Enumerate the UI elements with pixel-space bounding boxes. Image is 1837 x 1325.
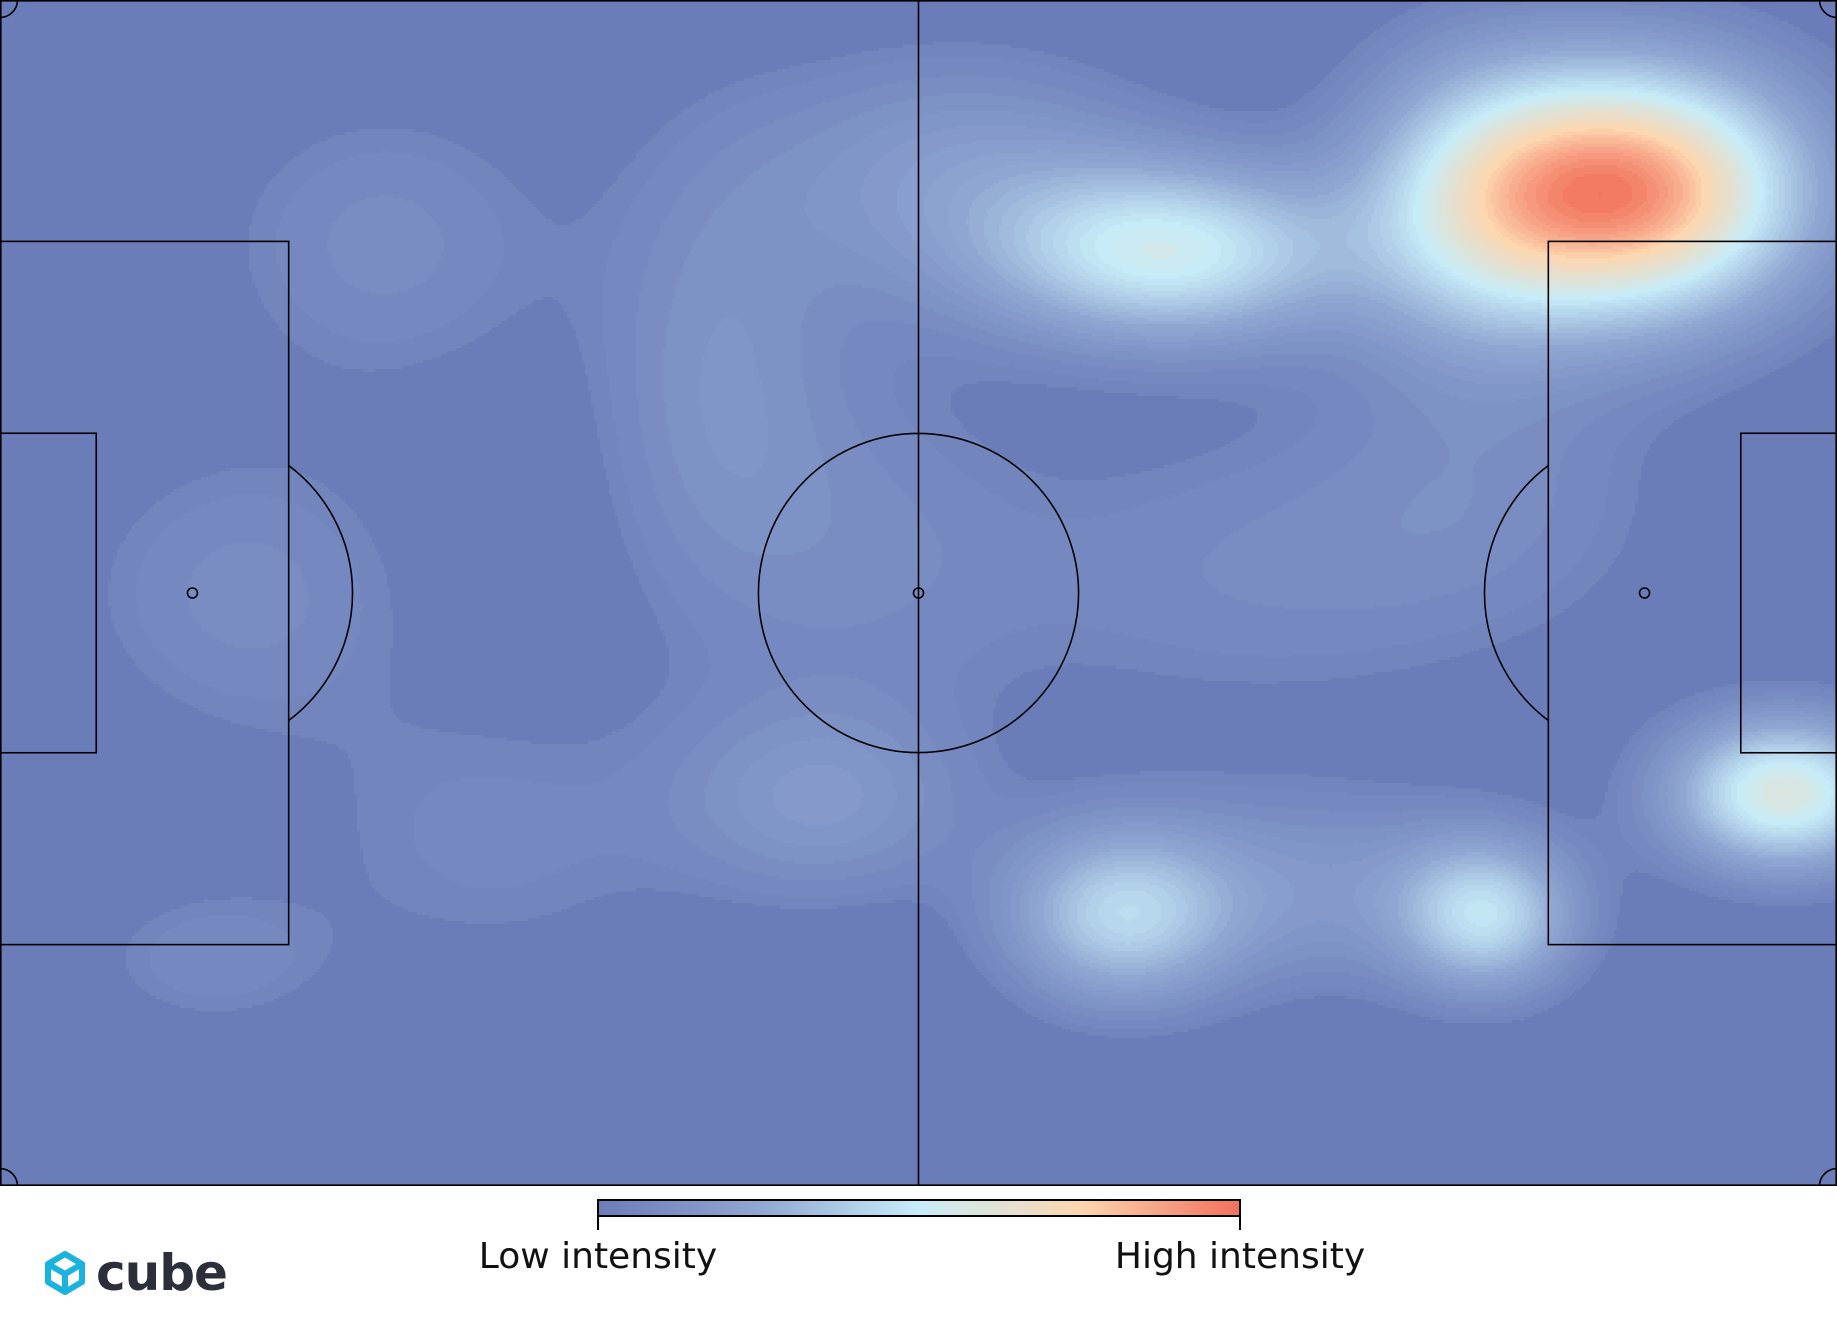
pitch-markings xyxy=(0,0,1837,1186)
brand-logo: cube xyxy=(42,1244,228,1302)
colorbar-high-label: High intensity xyxy=(1114,1236,1366,1277)
corner-arc-bottom-left xyxy=(0,1167,19,1186)
cube-icon xyxy=(45,1251,85,1295)
center-circle xyxy=(757,432,1080,754)
center-spot xyxy=(912,587,925,599)
right-goal-area xyxy=(1739,432,1837,754)
right-penalty-spot xyxy=(1638,587,1651,599)
colorbar-gradient xyxy=(597,1199,1241,1217)
corner-arc-bottom-right xyxy=(1818,1167,1837,1186)
left-penalty-arc xyxy=(288,464,354,722)
corner-arc-top-right xyxy=(1818,0,1837,19)
corner-arc-top-left xyxy=(0,0,19,19)
right-penalty-area xyxy=(1547,240,1837,946)
left-goal-area xyxy=(0,432,98,754)
colorbar-low-label: Low intensity xyxy=(478,1236,718,1277)
pitch-area xyxy=(0,0,1837,1186)
logo-text: cube xyxy=(96,1244,228,1302)
left-penalty-area xyxy=(0,240,290,946)
right-penalty-arc xyxy=(1483,464,1549,722)
legend-area xyxy=(0,1186,1837,1325)
left-penalty-spot xyxy=(186,587,199,599)
colorbar xyxy=(597,1199,1241,1230)
